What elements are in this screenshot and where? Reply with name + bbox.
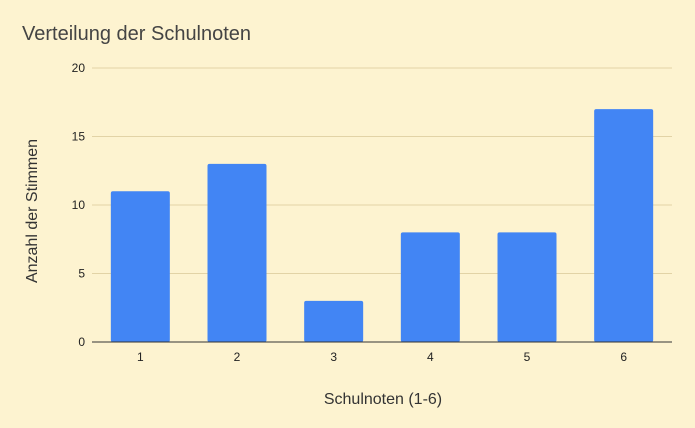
bar-1 — [110, 191, 170, 342]
x-tick-label-2: 2 — [234, 350, 241, 364]
bar-3 — [304, 300, 364, 342]
x-tick-label-3: 3 — [330, 350, 337, 364]
bars — [110, 109, 654, 342]
y-tick-label-0: 0 — [78, 335, 85, 349]
bar-6 — [594, 109, 654, 342]
y-tick-label-15: 15 — [72, 130, 86, 144]
y-axis-ticks: 0 5 10 15 20 — [72, 61, 86, 349]
y-tick-label-20: 20 — [72, 61, 86, 75]
chart-title: Verteilung der Schulnoten — [22, 23, 251, 45]
y-tick-label-10: 10 — [72, 198, 86, 212]
bar-4 — [400, 232, 460, 342]
x-tick-label-5: 5 — [524, 350, 531, 364]
y-axis-label: Anzahl der Stimmen — [24, 139, 41, 283]
x-tick-label-1: 1 — [137, 350, 144, 364]
x-axis-label: Schulnoten (1-6) — [324, 391, 442, 408]
y-tick-label-5: 5 — [78, 267, 85, 281]
bar-2 — [207, 163, 267, 342]
x-axis-ticks: 1 2 3 4 5 6 — [137, 350, 627, 364]
x-tick-label-4: 4 — [427, 350, 434, 364]
gridlines — [92, 67, 672, 274]
x-tick-label-6: 6 — [620, 350, 627, 364]
bar-5 — [497, 232, 557, 342]
